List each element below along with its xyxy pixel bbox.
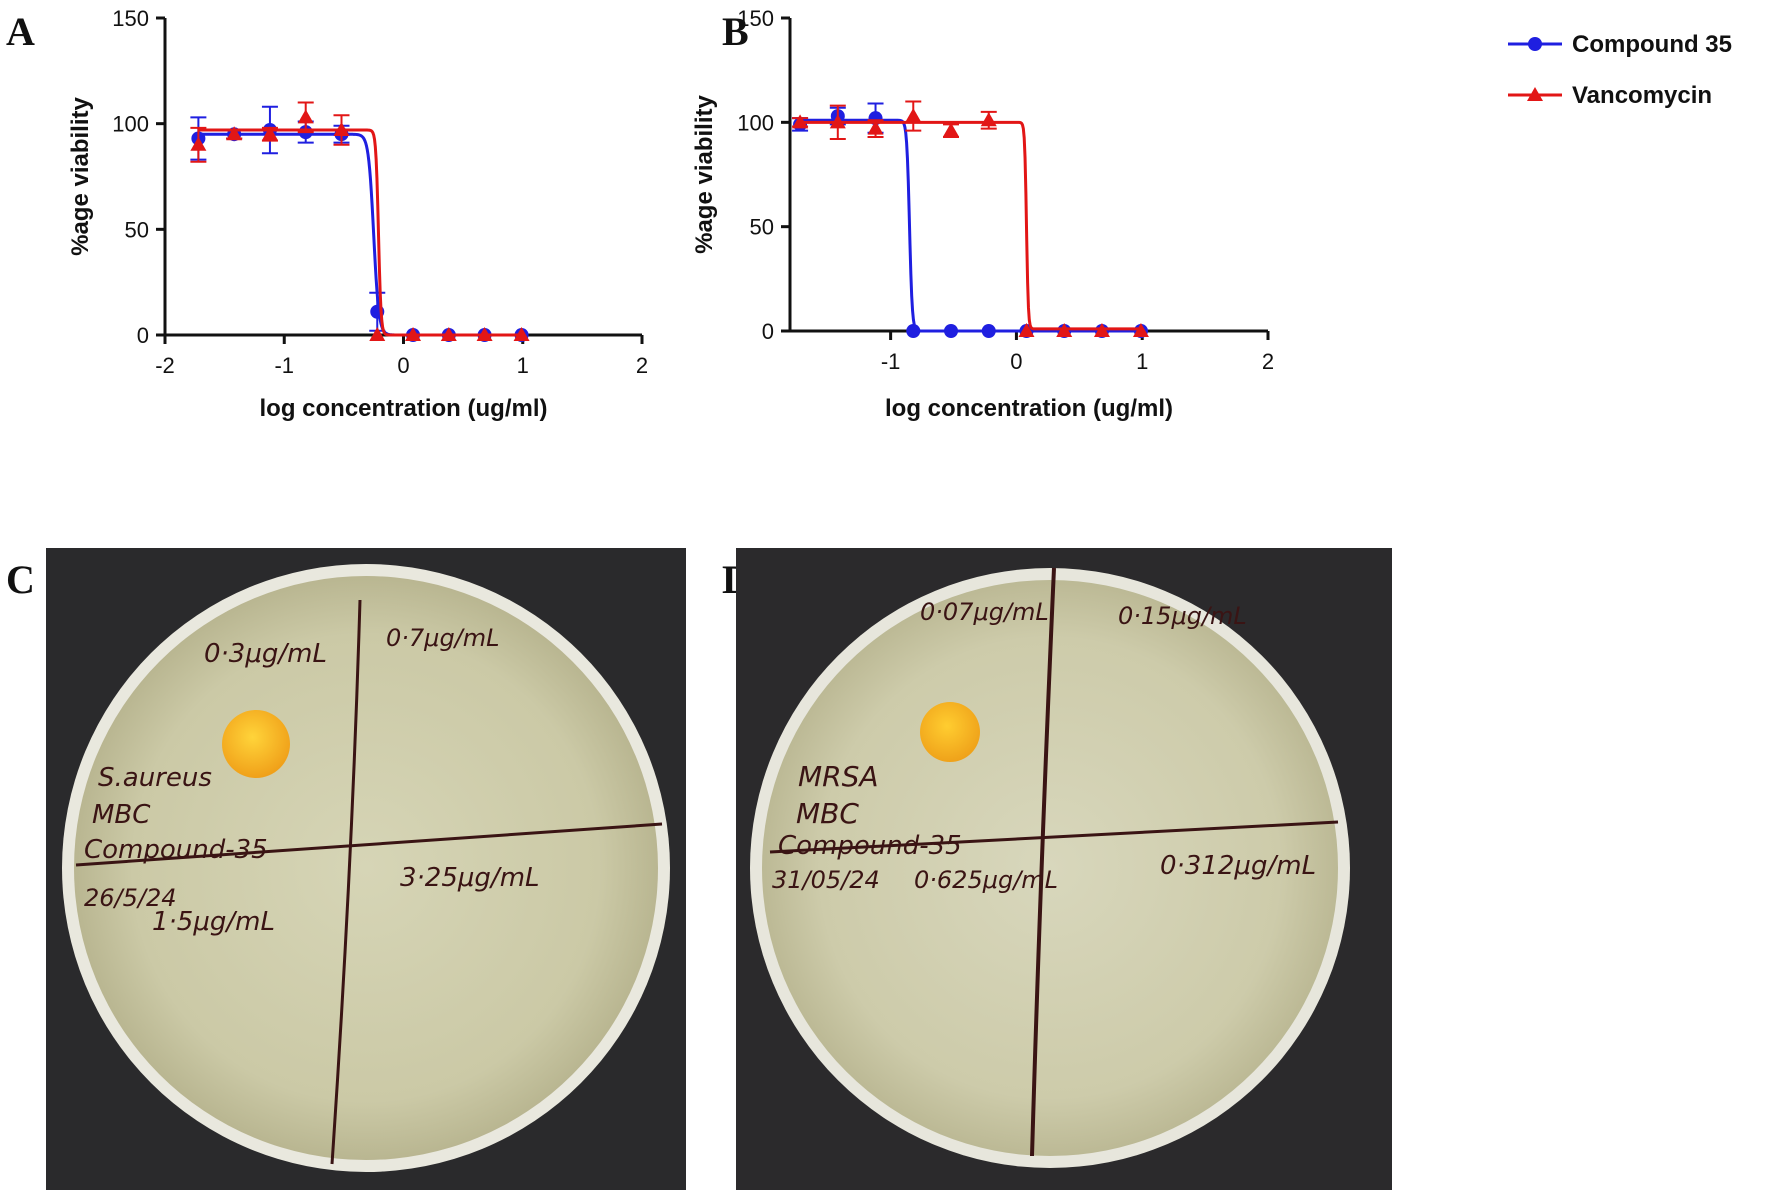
legend-marker-compound-35 (1528, 37, 1542, 51)
data-point-vancomycin-a (369, 327, 386, 341)
y-tick-label-b: 0 (762, 319, 774, 344)
y-tick-label-b: 150 (737, 6, 774, 31)
data-point-vancomycin-b (905, 108, 922, 123)
data-point-compound-35-b (906, 324, 921, 338)
plate-d-horizontal-line (769, 820, 1339, 854)
panel-label-c: C (6, 557, 35, 602)
data-point-vancomycin-a (190, 136, 207, 151)
legend-item-compound-35: Compound 35 (1508, 31, 1732, 58)
legend-label-vancomycin: Vancomycin (1572, 82, 1712, 109)
data-point-vancomycin-a (333, 122, 350, 137)
y-tick-label-a: 100 (112, 112, 149, 137)
x-tick-label-b: 1 (1136, 349, 1148, 374)
data-point-vancomycin-a (261, 126, 278, 141)
data-point-vancomycin-b (980, 112, 997, 127)
data-point-vancomycin-b (829, 114, 846, 129)
plate-c-agar (74, 576, 658, 1160)
plate-c-label-line-4: 26/5/24 (84, 884, 177, 912)
data-point-vancomycin-b (1018, 323, 1035, 337)
plate-c-label-line-2: MBC (92, 800, 151, 830)
x-tick-label-a: 0 (397, 353, 409, 378)
x-tick-label-b: 0 (1010, 349, 1022, 374)
plate-d-label-line-2: MBC (796, 797, 859, 830)
data-point-vancomycin-a (440, 327, 457, 341)
y-tick-label-a: 50 (125, 217, 149, 242)
data-point-vancomycin-a (513, 327, 530, 341)
data-point-compound-35-b (944, 324, 959, 338)
plate-d-q-top-right: 0·15μg/mL (1118, 602, 1247, 630)
data-point-vancomycin-b (1093, 323, 1110, 337)
data-point-vancomycin-b (867, 120, 884, 135)
plate-c-q-bottom-left: 1·5μg/mL (152, 907, 275, 937)
x-tick-label-a: -1 (274, 353, 294, 378)
plate-c-label-line-3: Compound-35 (84, 835, 268, 865)
y-axis-title-a: %age viability (67, 96, 94, 255)
data-point-vancomycin-a (297, 109, 314, 124)
data-point-vancomycin-b (792, 114, 809, 129)
y-tick-label-a: 150 (112, 6, 149, 31)
plate-d-q-top-left: 0·07μg/mL (920, 598, 1049, 626)
x-tick-label-a: 2 (636, 353, 648, 378)
fit-curve-compound-35-b (800, 118, 1141, 333)
x-axis-title-b: log concentration (ug/ml) (885, 395, 1173, 422)
legend-marker-vancomycin (1527, 87, 1543, 101)
plate-d-agar (762, 580, 1338, 1156)
y-axis-title-b: %age viability (691, 94, 718, 253)
plate-c-q-bottom-right: 3·25μg/mL (400, 863, 540, 893)
plate-d-disc (920, 702, 980, 762)
x-axis-title-a: log concentration (ug/ml) (260, 395, 548, 422)
data-point-vancomycin-b (1056, 323, 1073, 337)
data-point-compound-35-b (981, 324, 996, 338)
plate-d-label-line-4: 31/05/24 (772, 866, 880, 894)
plate-c-horizontal-line (75, 822, 663, 867)
plate-c-label-line-1: S.aureus (98, 763, 212, 793)
plate-d-q-bottom-right: 0·312μg/mL (1160, 851, 1316, 881)
series-vancomycin-a (190, 101, 530, 341)
fit-curve-vancomycin-b (800, 120, 1141, 331)
plate-c-q-top-left: 0·3μg/mL (204, 639, 327, 669)
y-tick-label-a: 0 (137, 323, 149, 348)
plate-c-disc (222, 710, 290, 778)
data-point-vancomycin-a (405, 327, 422, 341)
x-tick-label-b: -1 (881, 349, 901, 374)
data-point-vancomycin-a (476, 327, 493, 341)
plate-c-q-top-right: 0·7μg/mL (386, 624, 500, 652)
y-tick-label-b: 50 (750, 215, 774, 240)
legend-label-compound-35: Compound 35 (1572, 31, 1732, 58)
plate-d-label-line-1: MRSA (798, 760, 879, 793)
data-point-vancomycin-a (226, 126, 243, 141)
y-tick-label-b: 100 (737, 110, 774, 135)
fit-curve-vancomycin-a (198, 128, 522, 337)
plate-d-vertical-line (1030, 567, 1056, 1157)
x-tick-label-a: -2 (155, 353, 175, 378)
x-tick-label-b: 2 (1262, 349, 1274, 374)
data-point-vancomycin-b (943, 122, 960, 137)
panel-label-b: B (722, 9, 749, 54)
plate-d-q-bottom-left: 0·625μg/mL (914, 866, 1058, 894)
data-point-vancomycin-b (1132, 323, 1149, 337)
series-vancomycin-b (792, 100, 1149, 337)
plate-d-label-line-3: Compound-35 (778, 831, 962, 861)
panel-label-a: A (6, 9, 35, 54)
x-tick-label-a: 1 (517, 353, 529, 378)
plate-c-vertical-line (330, 599, 362, 1165)
legend-item-vancomycin: Vancomycin (1508, 82, 1712, 109)
